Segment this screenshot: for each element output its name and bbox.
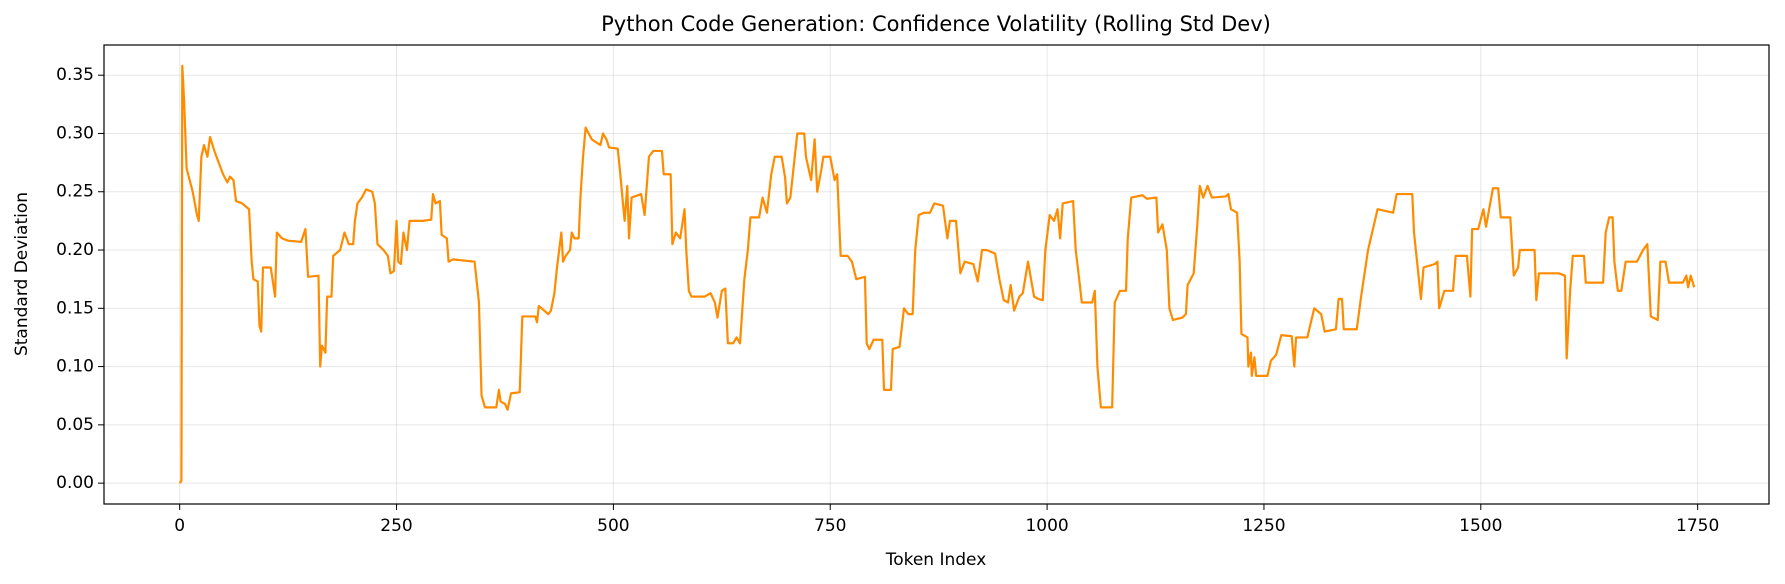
- chart-title: Python Code Generation: Confidence Volat…: [601, 12, 1271, 36]
- x-tick-label: 250: [380, 516, 412, 536]
- y-tick-label: 0.15: [56, 298, 94, 318]
- x-axis-label: Token Index: [885, 550, 987, 570]
- x-tick-label: 1500: [1459, 516, 1502, 536]
- y-tick-label: 0.35: [56, 65, 94, 85]
- y-tick-label: 0.30: [56, 123, 94, 143]
- x-tick-label: 1750: [1676, 516, 1719, 536]
- y-axis-label: Standard Deviation: [12, 192, 32, 356]
- y-tick-label: 0.00: [56, 473, 94, 493]
- y-tick-label: 0.20: [56, 240, 94, 260]
- data-line: [178, 64, 1696, 484]
- x-tick-label: 1250: [1242, 516, 1285, 536]
- plot-frame: [103, 44, 1770, 505]
- y-tick-label: 0.10: [56, 357, 94, 377]
- x-tick-label: 0: [174, 516, 185, 536]
- x-tick-label: 500: [597, 516, 629, 536]
- x-tick-label: 1000: [1025, 516, 1068, 536]
- y-tick-label: 0.05: [56, 415, 94, 435]
- x-tick-label: 750: [814, 516, 846, 536]
- y-tick-label: 0.25: [56, 182, 94, 202]
